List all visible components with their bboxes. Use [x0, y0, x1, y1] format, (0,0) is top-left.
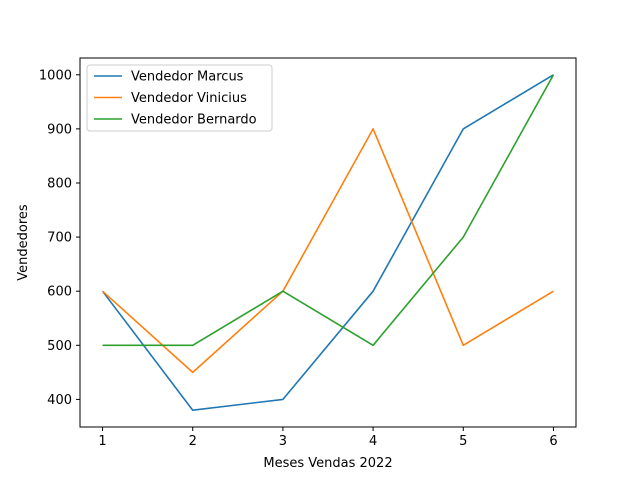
y-tick-label: 600 — [47, 285, 72, 300]
y-tick-label: 500 — [47, 339, 72, 354]
series-layer — [101, 74, 555, 412]
legend-box — [86, 64, 273, 132]
legend-label-2: Vendedor Vinicius — [131, 91, 247, 106]
plot-frame — [79, 57, 577, 428]
legend: Vendedor Marcus Vendedor Vinicius Vendedor… — [86, 64, 273, 132]
legend-label-3: Vendedor Bernardo — [131, 113, 257, 128]
series-line-3 — [102, 74, 555, 347]
x-tick-label: 1 — [98, 434, 106, 449]
y-tick-label: 1000 — [39, 68, 72, 83]
y-tick-label: 800 — [47, 176, 72, 191]
x-tick-label: 3 — [279, 434, 287, 449]
x-tick-label: 4 — [369, 434, 377, 449]
y-axis-label: Vendedores — [16, 204, 31, 281]
y-tick-label: 700 — [47, 231, 72, 246]
x-tick-label: 5 — [459, 434, 467, 449]
series-line-1 — [101, 74, 554, 412]
legend-label-1: Vendedor Marcus — [131, 70, 244, 85]
y-axis-ticks: 400 500 600 700 800 900 1000 — [39, 68, 80, 408]
y-tick-label: 400 — [47, 393, 72, 408]
y-tick-label: 900 — [47, 122, 72, 137]
x-axis-ticks: 1 2 3 4 5 6 — [98, 427, 558, 449]
x-tick-label: 6 — [549, 434, 557, 449]
x-axis-label: Meses Vendas 2022 — [263, 456, 392, 471]
series-line-2 — [102, 128, 554, 374]
x-tick-label: 2 — [189, 434, 197, 449]
